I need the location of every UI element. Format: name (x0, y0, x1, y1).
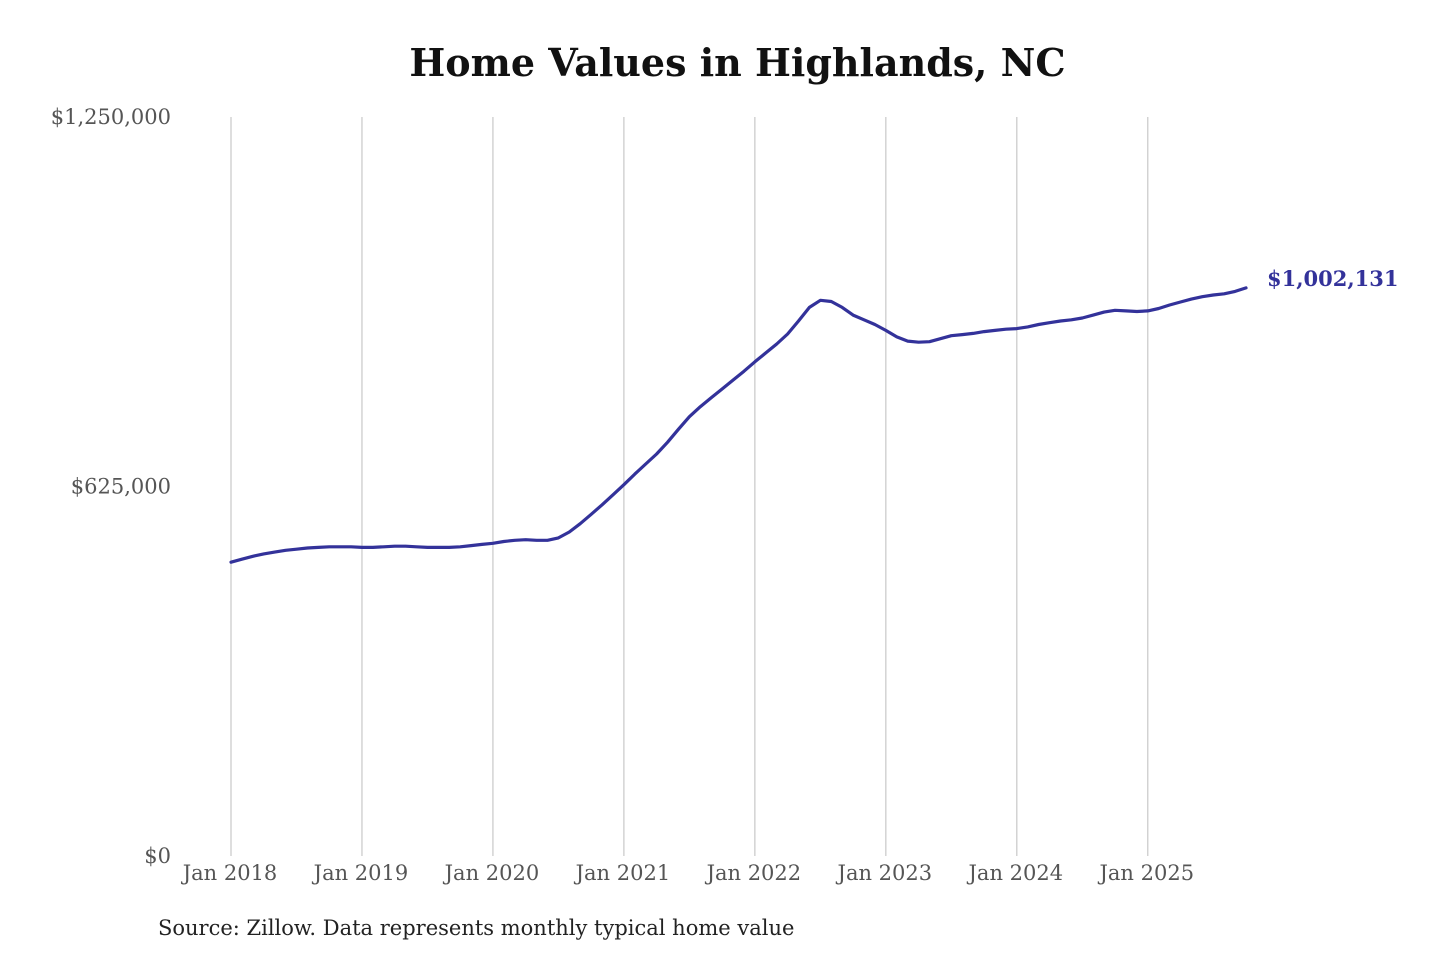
x-axis-labels: Jan 2018 Jan 2019 Jan 2020 Jan 2021 Jan 2022… (181, 861, 1194, 885)
x-tick-label: Jan 2019 (312, 861, 409, 885)
end-value-label: $1,002,131 (1267, 266, 1399, 291)
x-tick-label: Jan 2024 (967, 861, 1064, 885)
x-tick-label: Jan 2021 (574, 861, 671, 885)
y-tick-label: $1,250,000 (51, 105, 171, 129)
gridlines (230, 117, 1149, 856)
y-tick-label: $625,000 (71, 475, 171, 499)
source-note: Source: Zillow. Data represents monthly … (158, 916, 795, 940)
x-tick-label: Jan 2025 (1097, 861, 1194, 885)
y-tick-label: $0 (144, 844, 171, 868)
series-group (229, 286, 1248, 564)
y-axis-labels: $0 $625,000 $1,250,000 (51, 105, 171, 868)
x-tick-label: Jan 2018 (181, 861, 278, 885)
chart-title: Home Values in Highlands, NC (409, 40, 1066, 85)
x-tick-label: Jan 2020 (443, 861, 540, 885)
x-tick-label: Jan 2022 (705, 861, 802, 885)
series-line (229, 286, 1248, 564)
x-tick-label: Jan 2023 (836, 861, 933, 885)
